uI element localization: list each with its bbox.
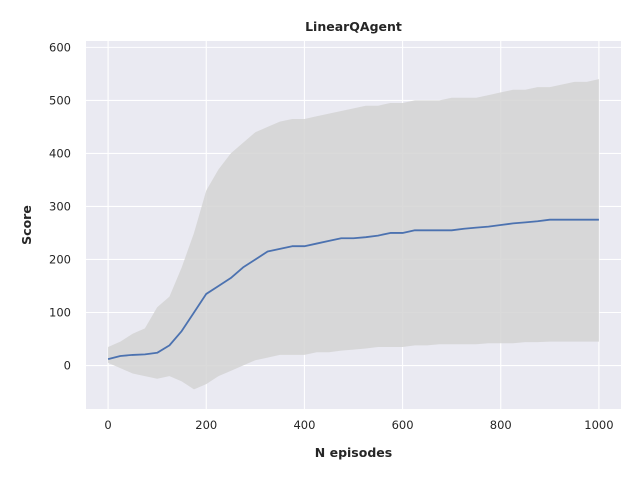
x-tick-label: 400	[293, 418, 315, 432]
score-range-band	[108, 79, 599, 390]
y-tick-label: 0	[64, 359, 71, 373]
x-tick-label: 800	[490, 418, 512, 432]
x-tick-label: 600	[392, 418, 414, 432]
y-tick-label: 600	[49, 40, 71, 54]
y-tick-label: 100	[49, 305, 71, 319]
x-tick-labels: 0 200 400 600 800 1000	[104, 418, 613, 432]
x-axis-label: N episodes	[315, 445, 392, 460]
y-tick-label: 400	[49, 146, 71, 160]
score-line	[107, 218, 599, 361]
x-tick-label: 1000	[584, 418, 613, 432]
range-band	[108, 79, 599, 390]
chart-title: LinearQAgent	[305, 19, 402, 34]
y-tick-labels: 0 100 200 300 400 500 600	[49, 40, 71, 372]
y-tick-label: 500	[49, 93, 71, 107]
x-tick-label: 0	[104, 418, 111, 432]
y-tick-label: 300	[49, 199, 71, 213]
series-lines	[107, 218, 599, 361]
y-tick-label: 200	[49, 252, 71, 266]
x-tick-label: 200	[195, 418, 217, 432]
y-axis-label: Score	[19, 205, 34, 245]
